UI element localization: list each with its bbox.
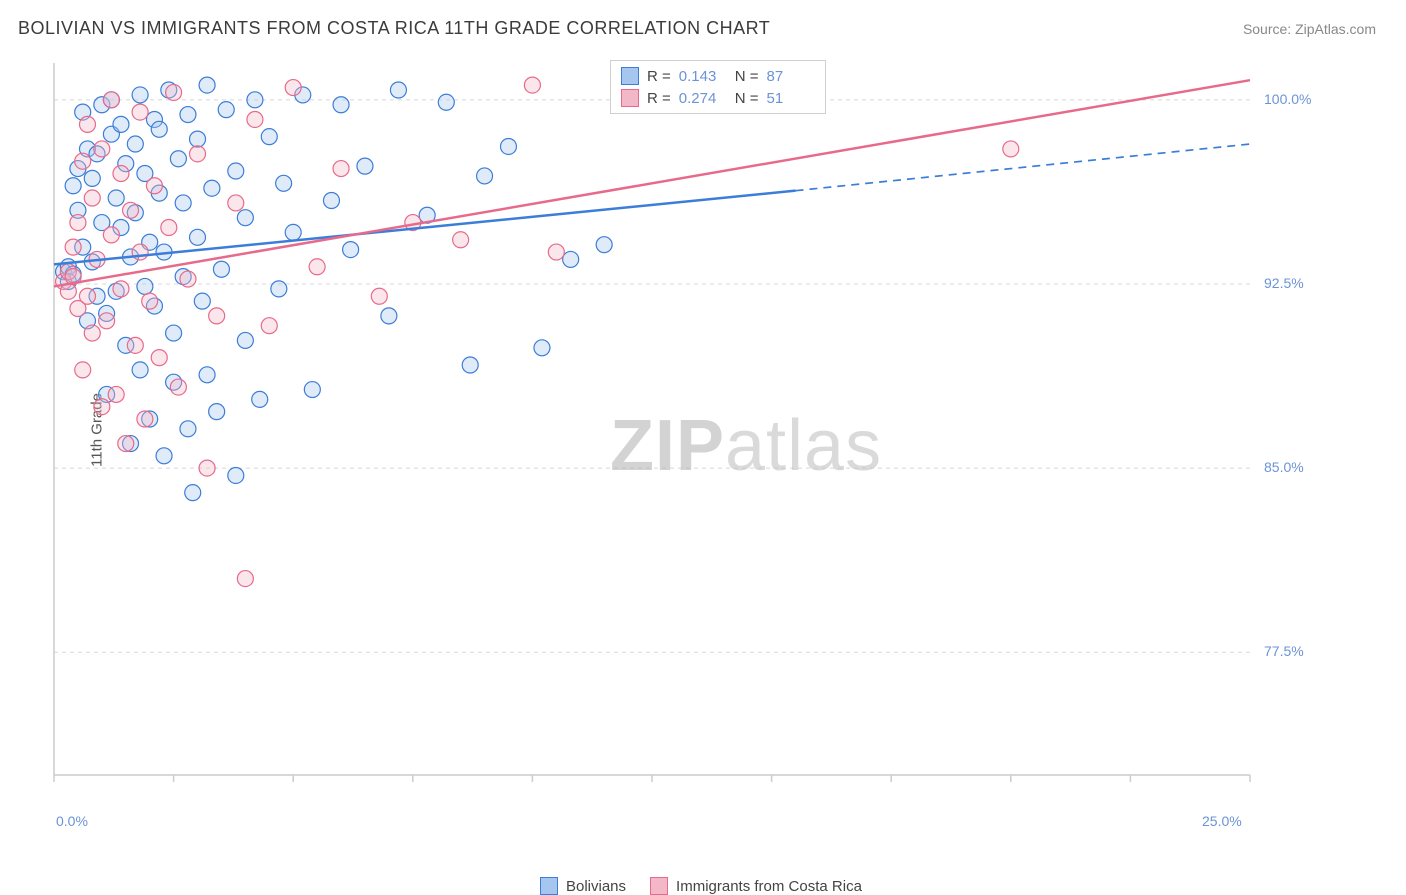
source-label: Source: ZipAtlas.com <box>1243 21 1376 37</box>
legend-series-item: Immigrants from Costa Rica <box>650 877 862 895</box>
y-tick-label: 77.5% <box>1264 643 1304 659</box>
legend-swatch <box>650 877 668 895</box>
legend-r-label: R = <box>647 68 671 85</box>
chart-area: 11th Grade ZIPatlas R =0.143N =87R =0.27… <box>50 55 1330 805</box>
legend-stats-row: R = 0.274 N = 51 <box>621 87 815 109</box>
chart-title: BOLIVIAN VS IMMIGRANTS FROM COSTA RICA 1… <box>18 18 770 39</box>
y-tick-label: 92.5% <box>1264 275 1304 291</box>
y-tick-label: 85.0% <box>1264 459 1304 475</box>
legend-n-value: 87 <box>767 68 815 85</box>
legend-r-value: 0.274 <box>679 90 727 107</box>
legend-n-label: N = <box>735 68 759 85</box>
legend-series: Bolivians Immigrants from Costa Rica <box>540 877 862 895</box>
legend-swatch <box>621 67 639 85</box>
x-tick-label: 0.0% <box>56 813 88 829</box>
legend-r-label: R = <box>647 90 671 107</box>
legend-r-value: 0.143 <box>679 68 727 85</box>
legend-n-value: 51 <box>767 90 815 107</box>
legend-stats-row: R = 0.143 N = 87 <box>621 65 815 87</box>
legend-swatch <box>540 877 558 895</box>
legend-swatch <box>621 89 639 107</box>
y-tick-label: 100.0% <box>1264 91 1311 107</box>
legend-n-label: N = <box>735 90 759 107</box>
scatter-plot <box>50 55 1330 805</box>
legend-stats: R = 0.143 N = 87 R = 0.274 N = 51 <box>610 60 826 114</box>
legend-series-item: Bolivians <box>540 877 626 895</box>
x-tick-label: 25.0% <box>1202 813 1242 829</box>
